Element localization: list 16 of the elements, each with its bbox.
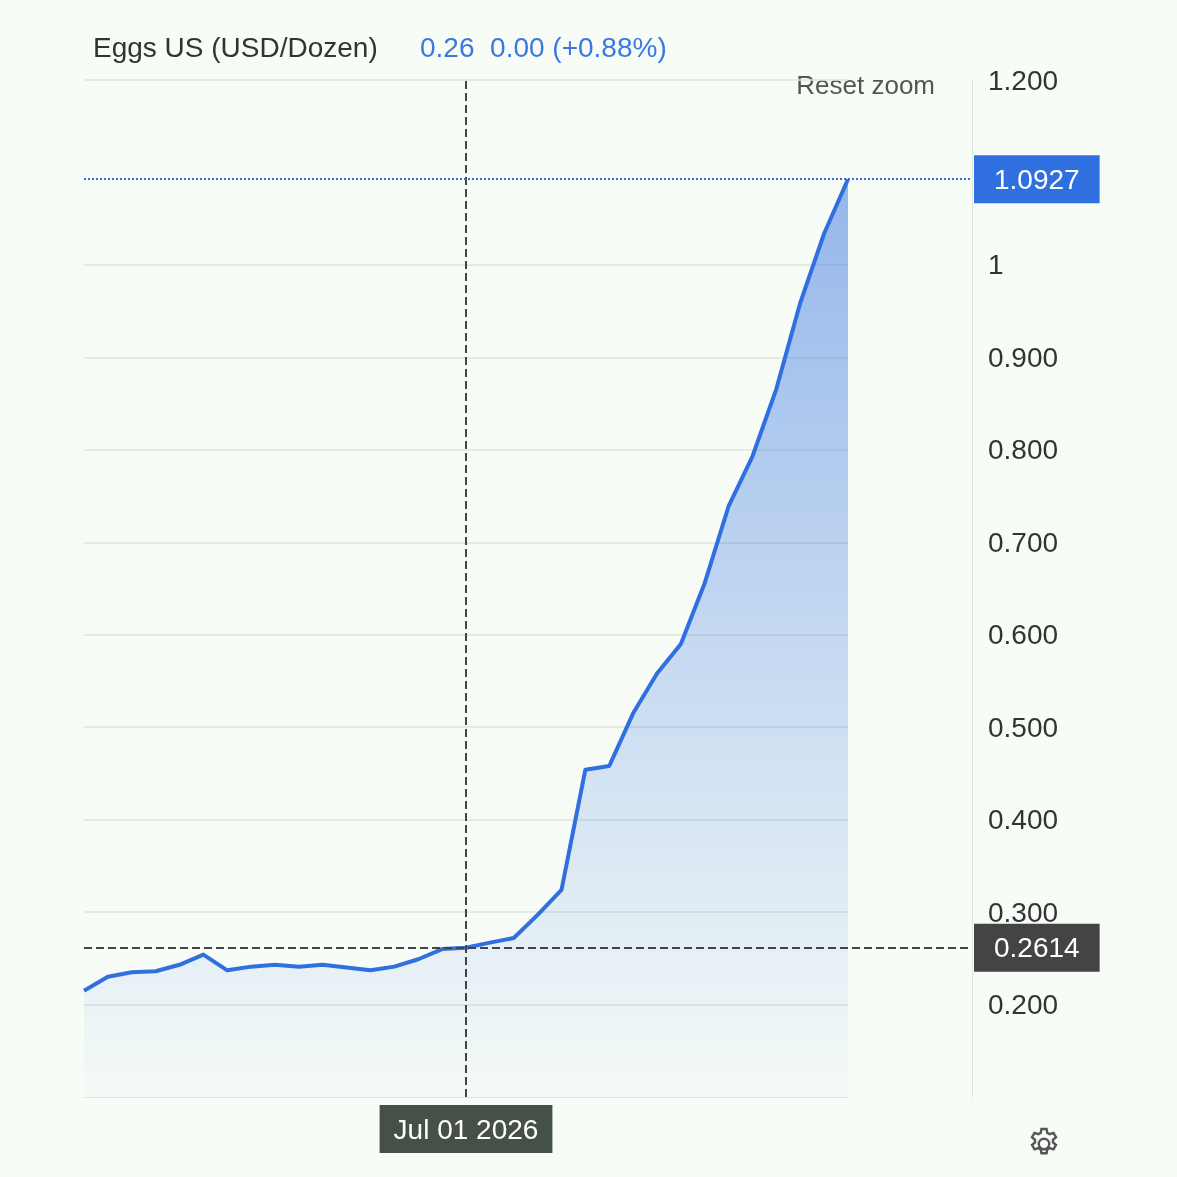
y-tick-label: 1 (988, 249, 1004, 281)
ref-line-label: 1.0927 (994, 163, 1080, 195)
chart-title: Eggs US (USD/Dozen) (93, 31, 378, 63)
ref-line-label: 0.2614 (994, 932, 1080, 964)
y-tick-label: 0.900 (988, 341, 1059, 373)
annotation: Reset zoom (796, 70, 936, 100)
y-tick-label: 0.800 (988, 434, 1059, 466)
x-tick-label: Jul 01 2026 (393, 1113, 539, 1145)
y-tick-label: 0.600 (988, 619, 1059, 651)
y-tick-label: 0.500 (988, 711, 1059, 743)
y-tick-label: 0.700 (988, 526, 1059, 558)
chart-subtitle: 0.26 0.00 (+0.88%) (420, 31, 667, 63)
y-tick-label: 0.200 (988, 989, 1059, 1021)
y-tick-label: 0.300 (988, 896, 1059, 928)
y-tick-label: 1.200 (988, 64, 1059, 96)
y-tick-label: 0.400 (988, 804, 1059, 836)
